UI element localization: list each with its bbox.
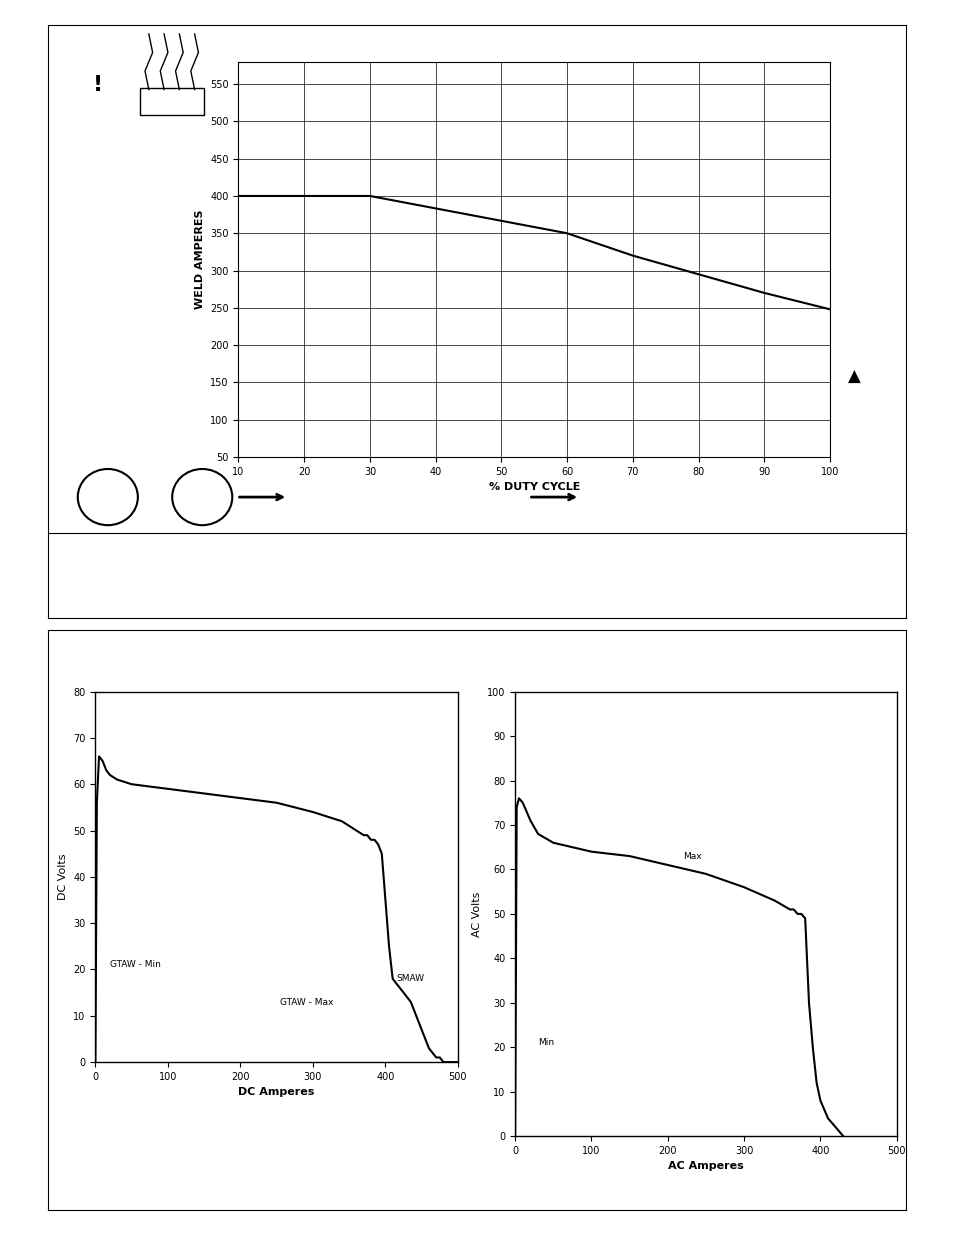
- FancyBboxPatch shape: [139, 88, 204, 115]
- Text: !: !: [92, 75, 103, 95]
- Polygon shape: [69, 38, 126, 99]
- Text: GTAW - Max: GTAW - Max: [280, 998, 334, 1007]
- Y-axis label: AC Volts: AC Volts: [471, 892, 481, 936]
- X-axis label: DC Amperes: DC Amperes: [238, 1087, 314, 1098]
- Y-axis label: WELD AMPERES: WELD AMPERES: [194, 210, 204, 309]
- Text: GTAW - Min: GTAW - Min: [110, 961, 161, 969]
- Text: Max: Max: [682, 852, 701, 861]
- Text: ▲: ▲: [846, 368, 860, 385]
- Y-axis label: DC Volts: DC Volts: [58, 853, 68, 900]
- X-axis label: AC Amperes: AC Amperes: [667, 1161, 743, 1172]
- Text: Min: Min: [537, 1039, 554, 1047]
- X-axis label: % DUTY CYCLE: % DUTY CYCLE: [488, 482, 579, 493]
- Text: SMAW: SMAW: [395, 974, 424, 983]
